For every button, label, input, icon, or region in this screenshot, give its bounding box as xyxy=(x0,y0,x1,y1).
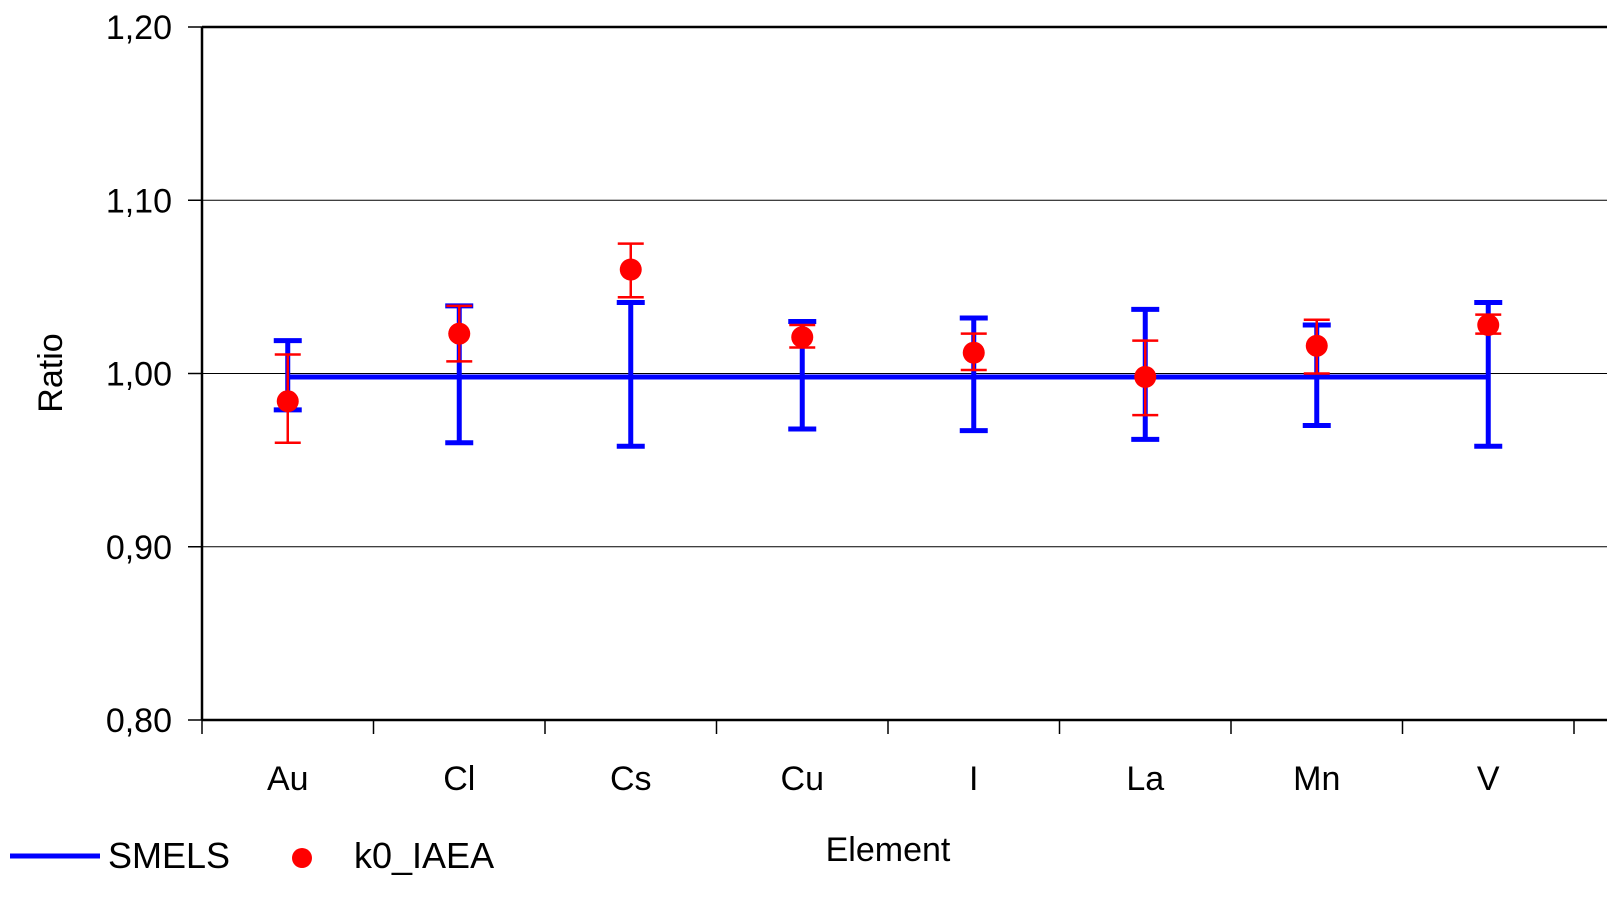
legend-k0-iaea-label: k0_IAEA xyxy=(354,835,494,876)
y-tick-label: 0,80 xyxy=(106,702,172,740)
label-layer: 0,80 0,90 1,00 1,10 1,20 Au Cl Cs Cu I La Mn V xyxy=(106,9,1500,798)
x-tick-label: Cs xyxy=(610,760,652,798)
y-tick-label: 1,10 xyxy=(106,182,172,220)
x-tick-label: La xyxy=(1126,760,1164,798)
k0-iaea-point xyxy=(448,322,471,345)
x-tick-label: I xyxy=(969,760,978,798)
axis-layer xyxy=(188,25,1607,734)
y-axis-title: Ratio xyxy=(32,333,70,412)
grid-layer xyxy=(202,199,1607,548)
series-layer xyxy=(273,242,1503,449)
y-tick-label: 1,20 xyxy=(106,9,172,47)
k0-iaea-point xyxy=(276,390,299,413)
legend-k0-iaea-swatch xyxy=(292,848,312,868)
x-tick-label: Mn xyxy=(1293,760,1340,798)
x-tick-label: Cl xyxy=(443,760,475,798)
legend: SMELS k0_IAEA xyxy=(10,835,494,876)
x-tick-label: V xyxy=(1477,760,1500,798)
y-tick-label: 1,00 xyxy=(106,356,172,394)
k0-iaea-point xyxy=(619,258,642,281)
k0-iaea-point xyxy=(791,326,814,349)
x-axis-title: Element xyxy=(826,831,951,869)
x-tick-label: Au xyxy=(267,760,309,798)
k0-iaea-point xyxy=(1305,334,1328,357)
k0-iaea-point xyxy=(962,341,985,364)
y-tick-label: 0,90 xyxy=(106,529,172,567)
k0-iaea-point xyxy=(1134,365,1157,388)
x-tick-label: Cu xyxy=(781,760,824,798)
legend-smels-label: SMELS xyxy=(108,835,230,876)
k0-iaea-point xyxy=(1477,313,1500,336)
